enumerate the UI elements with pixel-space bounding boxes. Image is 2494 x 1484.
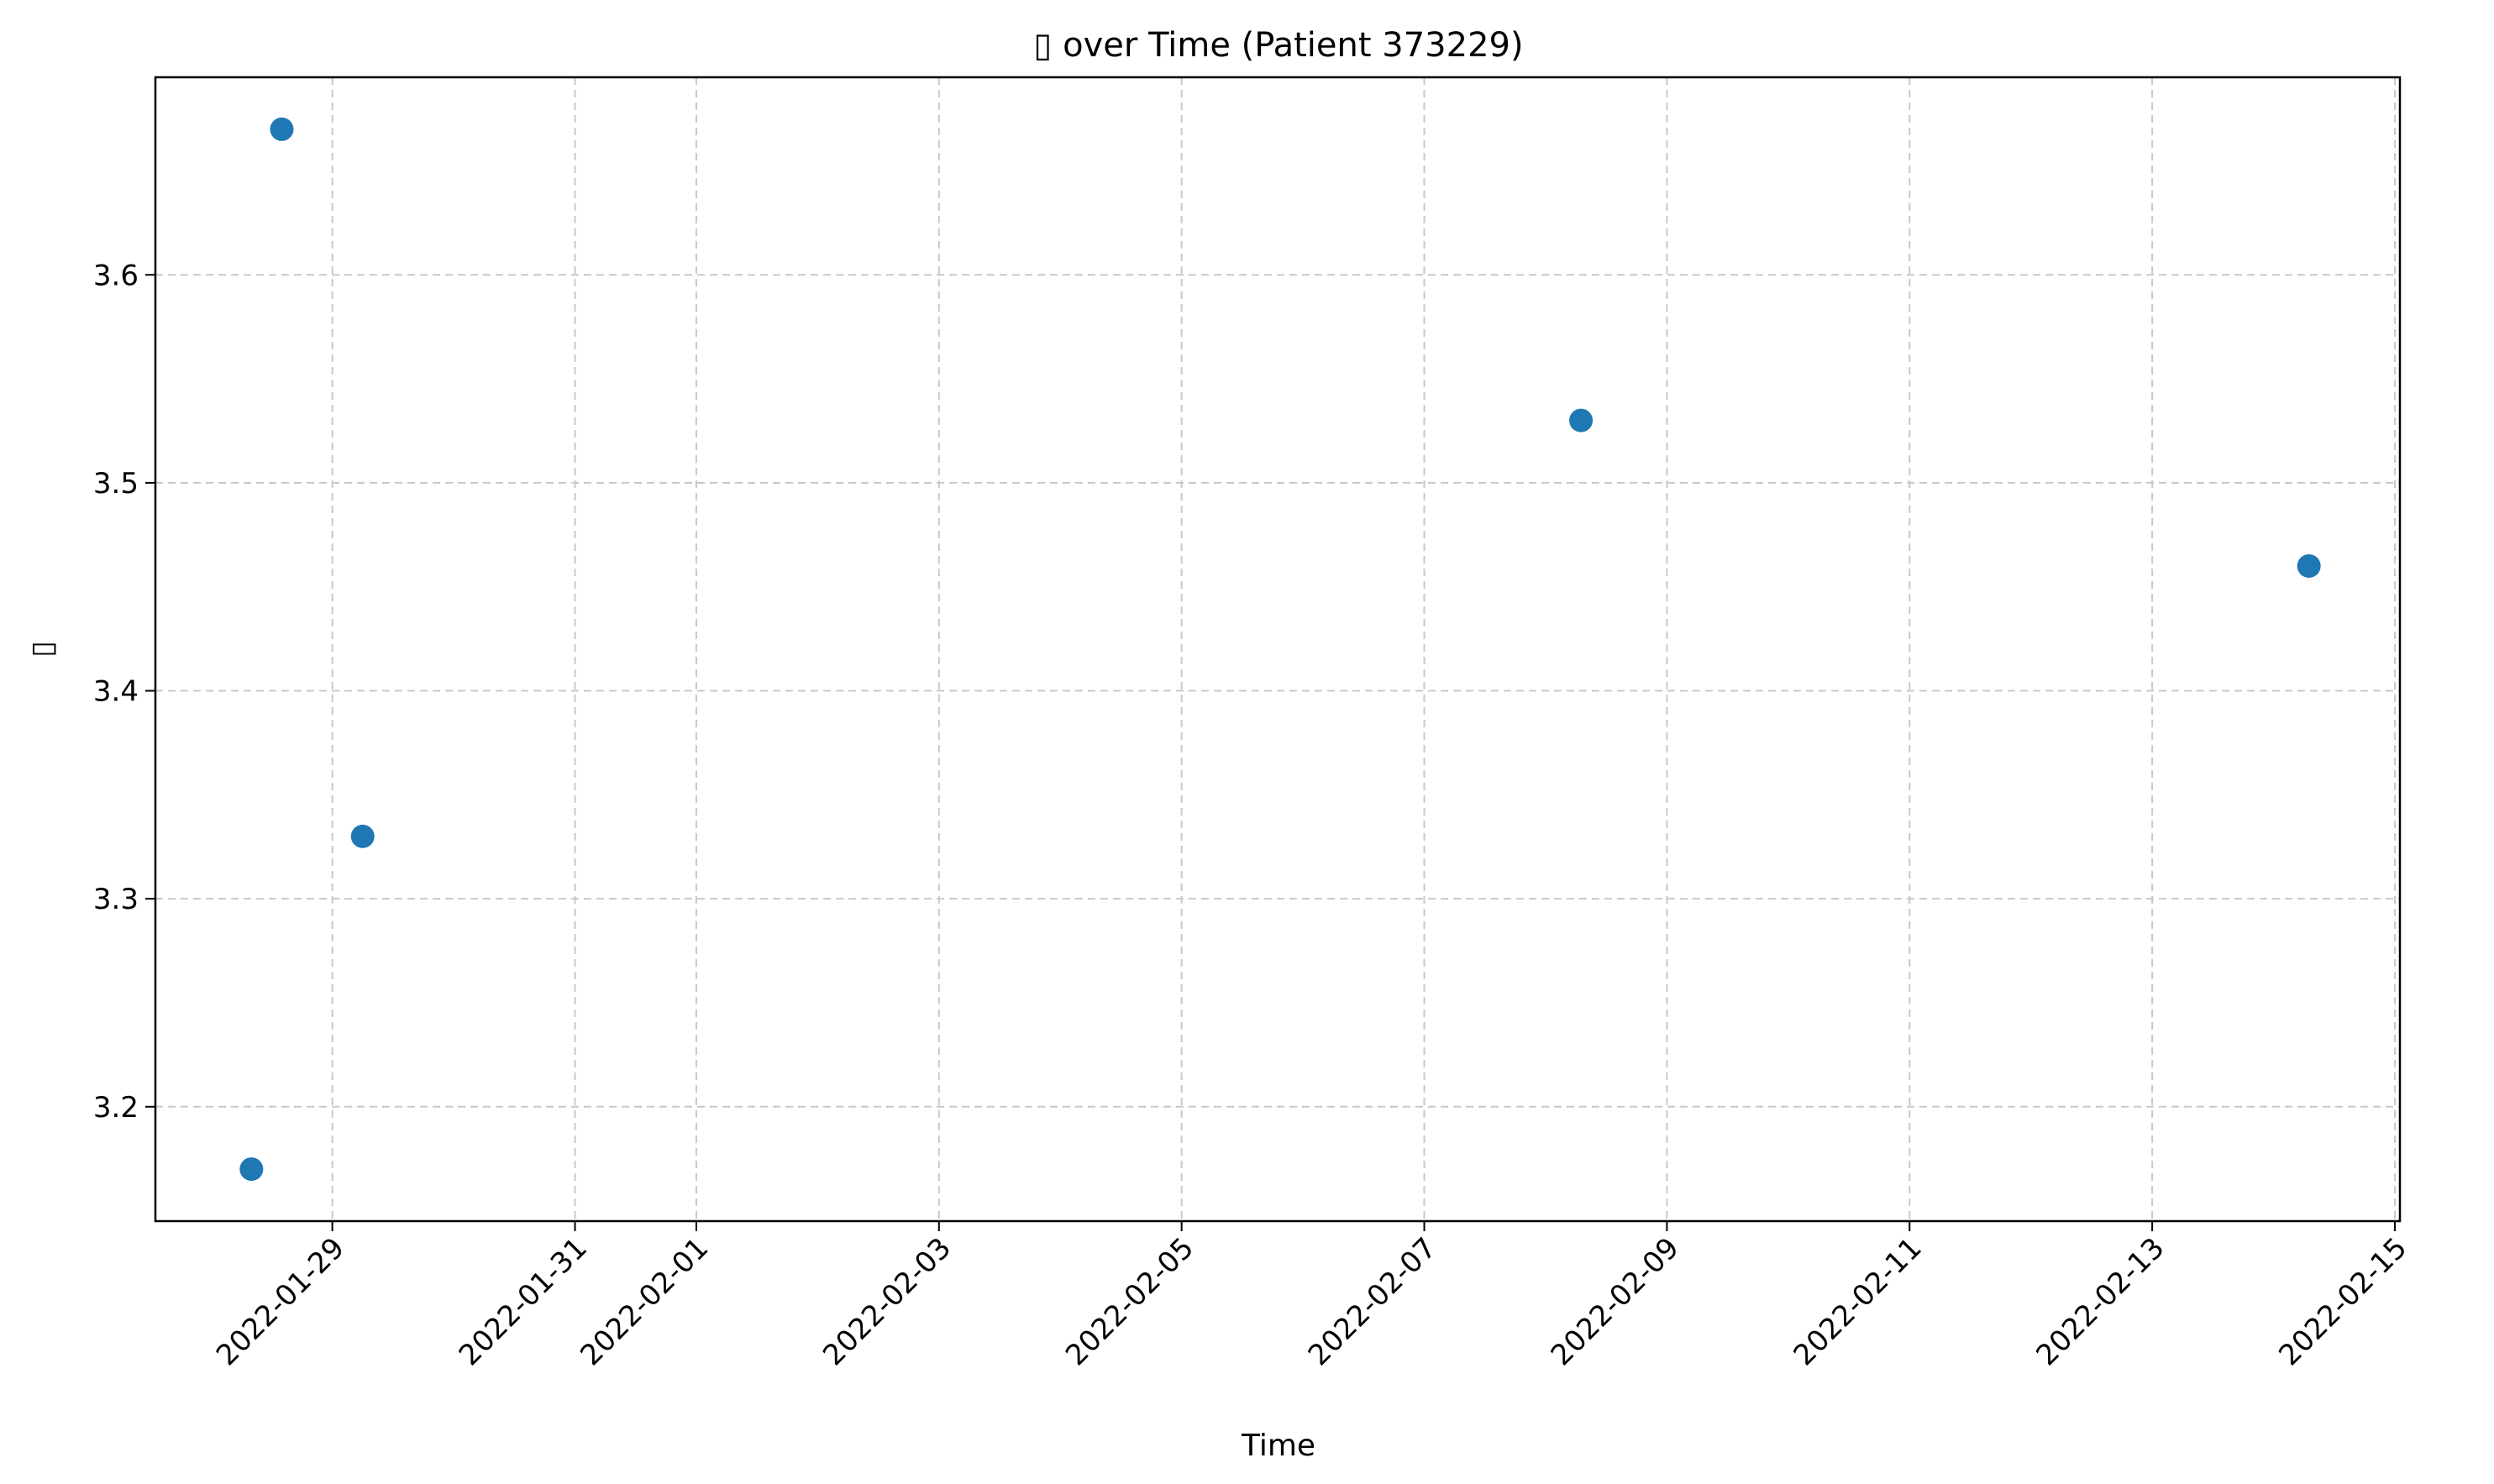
y-axis: 3.2 3.3 3.4 3.5 3.6 <box>93 259 155 1125</box>
x-tick-label: 2022-02-13 <box>2029 1231 2171 1372</box>
y-tick-label: 3.2 <box>93 1091 139 1125</box>
y-tick-label: 3.3 <box>93 883 139 916</box>
data-point <box>1569 408 1594 433</box>
grid <box>155 77 2400 1221</box>
y-tick-label: 3.6 <box>93 259 139 292</box>
x-tick-label: 2022-02-09 <box>1545 1231 1686 1372</box>
data-point <box>270 117 294 141</box>
x-tick-label: 2022-02-11 <box>1788 1231 1929 1372</box>
chart-title: ▯ over Time (Patient 373229) <box>1033 26 1523 65</box>
x-tick-label: 2022-02-05 <box>1059 1231 1200 1372</box>
x-axis-label: Time <box>1241 1429 1315 1463</box>
x-tick-label: 2022-02-07 <box>1302 1231 1443 1372</box>
y-tick-label: 3.4 <box>93 675 139 709</box>
x-tick-label: 2022-01-31 <box>453 1231 594 1372</box>
plot-frame <box>154 76 2402 1223</box>
x-tick-label: 2022-02-01 <box>574 1231 715 1372</box>
x-tick-label: 2022-02-15 <box>2272 1231 2413 1372</box>
data-point <box>2297 553 2321 578</box>
data-points <box>239 117 2321 1182</box>
x-tick-label: 2022-02-03 <box>816 1231 958 1372</box>
data-point <box>350 824 375 848</box>
x-tick-label: 2022-01-29 <box>210 1231 351 1372</box>
y-tick-label: 3.5 <box>93 467 139 501</box>
data-point <box>239 1157 264 1182</box>
y-axis-label: ▯ <box>25 641 60 658</box>
